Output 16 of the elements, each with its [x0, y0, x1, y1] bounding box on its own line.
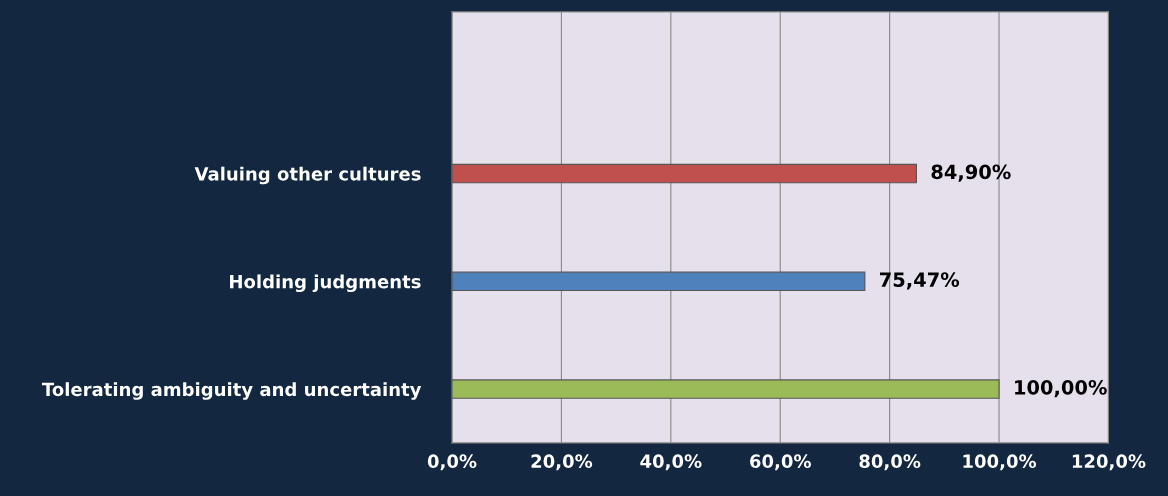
x-tick-label: 80,0%	[859, 454, 921, 471]
x-tick-label: 120,0%	[1072, 454, 1146, 471]
data-label: 100,00%	[1015, 379, 1107, 398]
x-tick-label: 60,0%	[750, 454, 811, 471]
y-tick-label: Holding judgments	[230, 274, 421, 293]
bar	[452, 379, 1000, 399]
x-tick-label: 40,0%	[640, 454, 702, 471]
x-tick-label: 100,0%	[963, 454, 1037, 471]
y-tick-label: Valuing other cultures	[194, 166, 421, 185]
bar	[452, 271, 866, 292]
data-label: 75,47%	[880, 272, 960, 290]
y-tick-label: Tolerating ambiguity and uncertainty	[41, 382, 422, 400]
x-tick-label: 0,0%	[427, 454, 477, 471]
x-tick-label: 20,0%	[531, 454, 593, 471]
bar	[452, 163, 917, 184]
data-label: 84,90%	[931, 164, 1011, 182]
